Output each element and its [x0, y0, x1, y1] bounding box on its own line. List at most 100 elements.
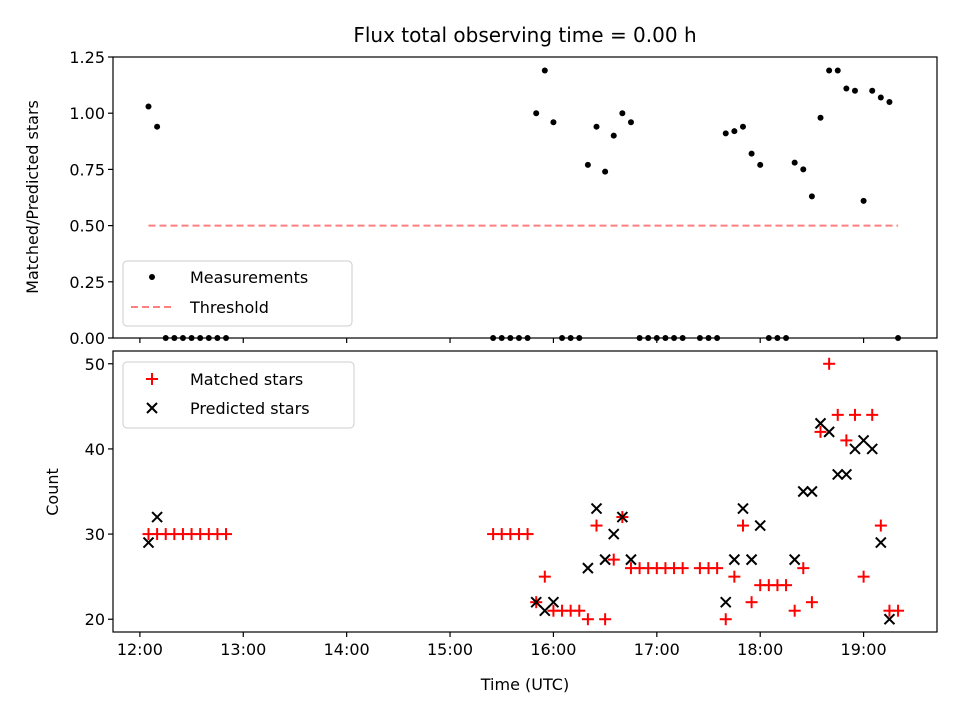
predicted-stars-point: [857, 434, 870, 447]
measurements-point: [826, 67, 833, 74]
matched-stars-point: [581, 613, 594, 626]
bottom-xtick-label: 14:00: [324, 640, 370, 659]
predicted-stars-point: [547, 596, 560, 608]
bottom-xtick-label: 19:00: [841, 640, 887, 659]
count-panel: Count Time (UTC) 20 30 40 50 12:00 13:00 14:0…: [43, 350, 938, 694]
measurements-point: [602, 168, 609, 175]
predicted-stars-point: [849, 443, 861, 455]
measurements-point: [541, 67, 548, 74]
predicted-stars-point: [582, 562, 594, 574]
top-plot-frame: [112, 56, 938, 339]
matched-stars-point: [823, 357, 836, 370]
predicted-stars-point: [616, 511, 629, 523]
predicted-stars-point: [728, 553, 741, 566]
predicted-stars-point: [797, 485, 809, 498]
predicted-stars-point: [883, 613, 896, 625]
predicted-stars-point: [754, 519, 766, 532]
matched-stars-point: [711, 562, 724, 575]
bottom-legend: Matched stars Predicted stars: [122, 361, 355, 429]
matched-stars-point: [788, 604, 801, 617]
measurements-point: [145, 103, 152, 110]
top-ytick-label: 0.75: [69, 160, 105, 179]
predicted-stars-point: [832, 468, 844, 481]
legend-marker-matched: [146, 373, 158, 385]
predicted-stars-point: [625, 553, 637, 566]
measurements-point: [800, 166, 807, 173]
matched-stars-point: [538, 570, 551, 583]
predicted-stars-point: [875, 536, 887, 549]
chart-title: Flux total observing time = 0.00 h: [353, 23, 696, 47]
matched-stars-point: [736, 519, 749, 532]
predicted-stars-point: [530, 596, 542, 608]
legend-label-threshold: Threshold: [189, 298, 269, 317]
matched-stars-point: [840, 434, 853, 447]
matched-stars-point: [599, 613, 612, 626]
matched-stars-point: [831, 408, 844, 421]
measurements-point: [722, 130, 729, 137]
predicted-stars-point: [590, 502, 603, 515]
measurements-point: [550, 119, 557, 126]
measurements-point: [748, 150, 755, 157]
bottom-x-ticks: 12:00 13:00 14:00 15:00 16:00 17:00 18:00 19:00: [117, 632, 887, 659]
bottom-ytick-label: 30: [85, 525, 105, 544]
matched-stars-point: [805, 596, 818, 609]
measurements-point: [731, 128, 738, 135]
legend-marker-predicted: [146, 402, 158, 414]
bottom-ytick-label: 20: [85, 610, 105, 629]
bottom-xtick-label: 16:00: [530, 640, 576, 659]
matched-stars-point: [848, 408, 861, 421]
predicted-stars-point: [151, 511, 163, 523]
matched-stars-point: [857, 570, 870, 583]
bottom-ytick-label: 50: [85, 355, 105, 374]
top-legend-box: [122, 260, 353, 327]
bottom-marks: [142, 357, 905, 626]
measurements-point: [584, 161, 591, 168]
matched-stars-point: [892, 604, 905, 617]
predicted-stars-point: [806, 485, 818, 498]
matched-stars-point: [573, 604, 586, 617]
matched-stars-point: [607, 553, 620, 566]
bottom-ytick-label: 40: [85, 440, 105, 459]
matched-stars-point: [874, 519, 887, 532]
bottom-xtick-label: 18:00: [737, 640, 783, 659]
matched-stars-point: [780, 579, 793, 592]
top-legend: Measurements Threshold: [122, 260, 353, 327]
bottom-xlabel: Time (UTC): [480, 675, 569, 694]
bottom-xtick-label: 17:00: [634, 640, 680, 659]
bottom-plot-frame: [112, 350, 938, 633]
predicted-stars-point: [866, 443, 878, 455]
predicted-stars-point: [142, 536, 155, 549]
predicted-stars-point: [745, 553, 758, 566]
top-ytick-label: 0.00: [69, 329, 105, 348]
matched-stars-point: [728, 570, 741, 583]
predicted-stars-point: [737, 502, 749, 515]
bottom-ylabel: Count: [43, 468, 62, 516]
matched-stars-point: [590, 519, 603, 532]
measurements-point: [610, 132, 617, 139]
predicted-stars-point: [720, 596, 732, 608]
legend-label-measurements: Measurements: [190, 268, 308, 287]
bottom-y-ticks: 20 30 40 50: [85, 355, 113, 629]
matched-stars-point: [797, 562, 810, 575]
measurements-point: [593, 123, 600, 130]
top-y-ticks: 0.00 0.25 0.50 0.75 1.00 1.25: [69, 48, 113, 348]
bottom-xtick-label: 13:00: [220, 640, 266, 659]
top-ylabel: Matched/Predicted stars: [23, 100, 42, 294]
matched-stars-point: [866, 408, 879, 421]
bottom-xtick-label: 12:00: [117, 640, 163, 659]
measurements-point: [851, 87, 858, 94]
measurements-point: [843, 85, 850, 92]
predicted-stars-point: [840, 468, 853, 481]
matched-stars-point: [676, 562, 689, 575]
matched-stars-point: [745, 596, 758, 609]
predicted-stars-point: [608, 528, 620, 540]
measurements-point: [757, 161, 764, 168]
legend-marker-measurements: [149, 274, 155, 280]
measurements-point: [834, 67, 841, 74]
measurements-point: [877, 94, 884, 101]
measurements-point: [808, 193, 815, 200]
measurements-point: [739, 123, 746, 130]
measurements-point: [533, 110, 540, 117]
